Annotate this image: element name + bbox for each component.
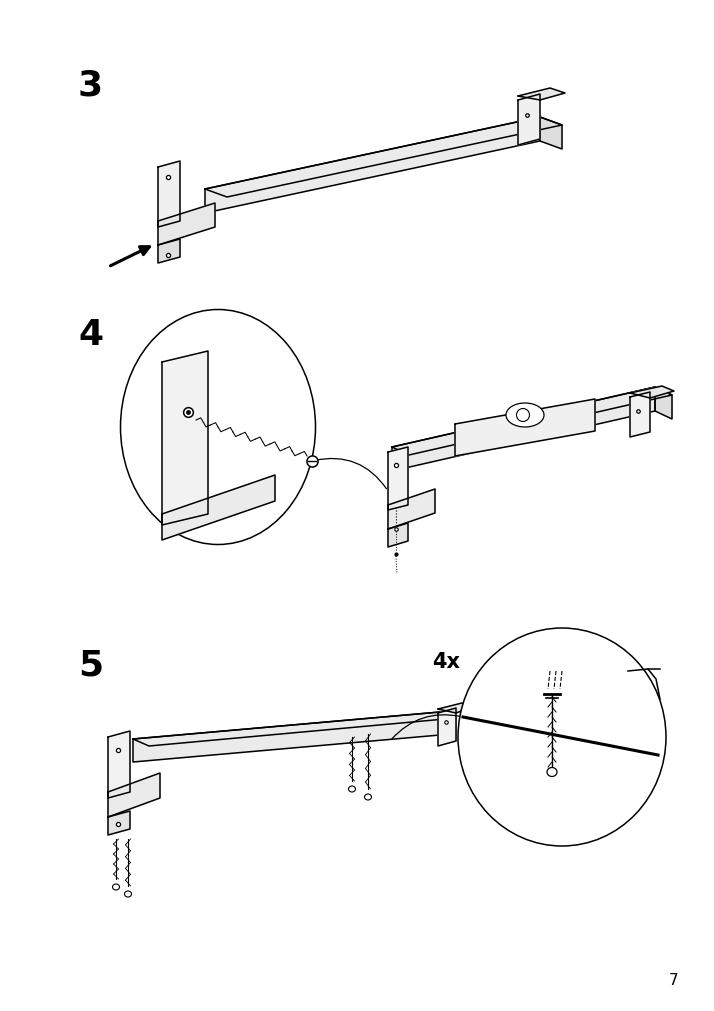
Text: 108444: 108444 <box>590 737 603 785</box>
Polygon shape <box>518 89 565 101</box>
Ellipse shape <box>506 403 544 428</box>
Polygon shape <box>630 392 650 438</box>
Polygon shape <box>630 386 674 398</box>
Polygon shape <box>108 731 130 799</box>
Polygon shape <box>392 387 655 471</box>
Polygon shape <box>440 713 456 741</box>
Polygon shape <box>133 713 456 746</box>
Polygon shape <box>455 399 595 457</box>
Ellipse shape <box>365 795 371 801</box>
Polygon shape <box>438 704 472 714</box>
Polygon shape <box>158 162 180 227</box>
Polygon shape <box>518 95 540 146</box>
Polygon shape <box>540 118 562 150</box>
Polygon shape <box>388 489 435 530</box>
Text: 7: 7 <box>668 972 678 987</box>
Polygon shape <box>162 475 275 541</box>
Polygon shape <box>108 773 160 817</box>
Text: 4: 4 <box>78 317 103 352</box>
Ellipse shape <box>458 629 666 846</box>
Text: 5: 5 <box>78 647 103 681</box>
Polygon shape <box>162 352 208 526</box>
Text: 2x: 2x <box>188 328 213 348</box>
FancyArrowPatch shape <box>315 459 386 489</box>
Ellipse shape <box>547 767 557 776</box>
Polygon shape <box>388 524 408 548</box>
Polygon shape <box>438 709 456 746</box>
Polygon shape <box>133 713 440 762</box>
Polygon shape <box>392 387 672 456</box>
FancyArrowPatch shape <box>392 715 461 739</box>
Polygon shape <box>205 118 562 198</box>
Polygon shape <box>108 811 130 835</box>
Ellipse shape <box>121 310 316 545</box>
Ellipse shape <box>348 787 356 793</box>
Text: 3: 3 <box>78 68 103 102</box>
Ellipse shape <box>113 885 119 890</box>
Polygon shape <box>388 448 408 511</box>
Polygon shape <box>158 204 215 246</box>
Polygon shape <box>158 240 180 264</box>
Polygon shape <box>655 387 672 420</box>
Text: 4x: 4x <box>432 651 460 671</box>
Ellipse shape <box>124 891 131 897</box>
Polygon shape <box>205 118 540 213</box>
